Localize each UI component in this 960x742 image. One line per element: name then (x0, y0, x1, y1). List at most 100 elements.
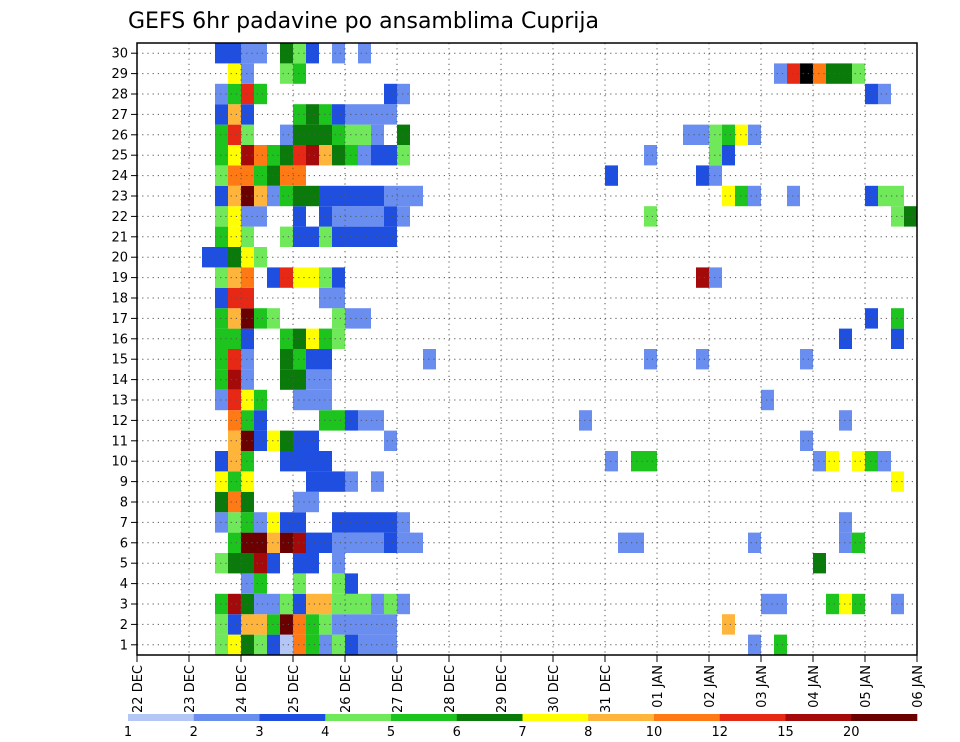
heatmap-cell (293, 593, 306, 615)
heatmap-cell (228, 63, 241, 84)
heatmap-cell (345, 206, 358, 227)
heatmap-cell (202, 247, 215, 268)
heatmap-cell (891, 471, 904, 492)
heatmap-cell (241, 124, 254, 145)
heatmap-cell (215, 104, 228, 125)
y-tick-label: 15 (111, 353, 128, 368)
y-tick-label: 24 (111, 169, 128, 184)
heatmap-cell (787, 185, 800, 207)
heatmap-cell (280, 226, 293, 247)
heatmap-cell (228, 410, 241, 431)
heatmap-cell (345, 124, 358, 145)
heatmap-cell (332, 104, 345, 125)
y-tick-label: 21 (111, 230, 128, 245)
heatmap-cell (397, 593, 410, 615)
heatmap-cell (228, 247, 241, 268)
heatmap-cell (332, 43, 345, 64)
colorbar-label: 20 (843, 725, 860, 740)
heatmap-cell (371, 104, 384, 125)
colorbar-segment (259, 714, 326, 721)
heatmap-cell (644, 145, 657, 166)
heatmap-cell (241, 512, 254, 533)
heatmap-cell (852, 451, 865, 472)
y-tick-label: 28 (111, 88, 128, 103)
heatmap-cell (800, 349, 813, 370)
heatmap-cell (722, 614, 735, 635)
heatmap-cell (891, 308, 904, 329)
heatmap-cell (254, 553, 267, 574)
heatmap-cell (228, 553, 241, 574)
colorbar-segment (654, 714, 721, 721)
heatmap-cell (306, 614, 319, 635)
heatmap-cell (228, 287, 241, 309)
heatmap-cell (371, 614, 384, 635)
heatmap-cell (839, 593, 852, 615)
x-tick-label: 04 JAN (807, 665, 822, 708)
heatmap-cell (228, 614, 241, 635)
heatmap-cell (371, 206, 384, 227)
heatmap-cell (215, 614, 228, 635)
heatmap-cell (228, 226, 241, 247)
heatmap-cell (748, 124, 761, 145)
heatmap-cell (267, 532, 280, 553)
heatmap-cell (293, 512, 306, 533)
heatmap-cell (254, 614, 267, 635)
x-tick-label: 22 DEC (131, 665, 146, 713)
heatmap-cell (358, 145, 371, 166)
heatmap-cell (319, 287, 332, 309)
heatmap-cell (293, 634, 306, 655)
heatmap-cell (241, 328, 254, 349)
heatmap-cell (384, 532, 397, 553)
heatmap-cell (631, 532, 644, 553)
heatmap-cell (332, 410, 345, 431)
colorbar-label: 5 (387, 725, 395, 740)
heatmap-cell (332, 124, 345, 145)
heatmap-cell (293, 532, 306, 553)
heatmap-cell (267, 553, 280, 574)
y-tick-label: 29 (111, 67, 128, 82)
colorbar-segment (325, 714, 392, 721)
heatmap-cell (891, 593, 904, 615)
y-tick-label: 20 (111, 251, 128, 266)
heatmap-cell (228, 83, 241, 105)
heatmap-cell (319, 349, 332, 370)
heatmap-cell (358, 104, 371, 125)
y-tick-label: 2 (120, 618, 128, 633)
heatmap-cell (696, 165, 709, 186)
heatmap-cell (696, 349, 709, 370)
heatmap-cell (228, 389, 241, 411)
heatmap-cell (228, 308, 241, 329)
heatmap-cell (345, 145, 358, 166)
x-tick-label: 06 JAN (911, 665, 926, 708)
heatmap-cell (215, 634, 228, 655)
heatmap-cell (241, 573, 254, 594)
heatmap-cell (215, 308, 228, 329)
heatmap-cell (397, 185, 410, 207)
heatmap-cell (371, 593, 384, 615)
colorbar-segment (588, 714, 655, 721)
heatmap-cell (293, 451, 306, 472)
y-tick-label: 4 (120, 577, 128, 592)
heatmap-cell (293, 206, 306, 227)
heatmap-cell (280, 165, 293, 186)
heatmap-cell (215, 43, 228, 64)
heatmap-cell (241, 43, 254, 64)
heatmap-cell (384, 430, 397, 451)
heatmap-cell (293, 349, 306, 370)
colorbar-label: 3 (255, 725, 263, 740)
heatmap-cell (215, 206, 228, 227)
heatmap-cell (254, 145, 267, 166)
heatmap-cell (306, 185, 319, 207)
y-tick-label: 27 (111, 108, 128, 123)
y-tick-label: 25 (111, 149, 128, 164)
colorbar-label: 2 (190, 725, 198, 740)
heatmap-cell (891, 185, 904, 207)
heatmap-cell (215, 124, 228, 145)
y-tick-label: 3 (120, 598, 128, 613)
heatmap-cell (839, 328, 852, 349)
colorbar-label: 10 (646, 725, 663, 740)
heatmap-cell (332, 145, 345, 166)
heatmap-cell (423, 349, 436, 370)
heatmap-cell (306, 124, 319, 145)
heatmap-cell (345, 104, 358, 125)
